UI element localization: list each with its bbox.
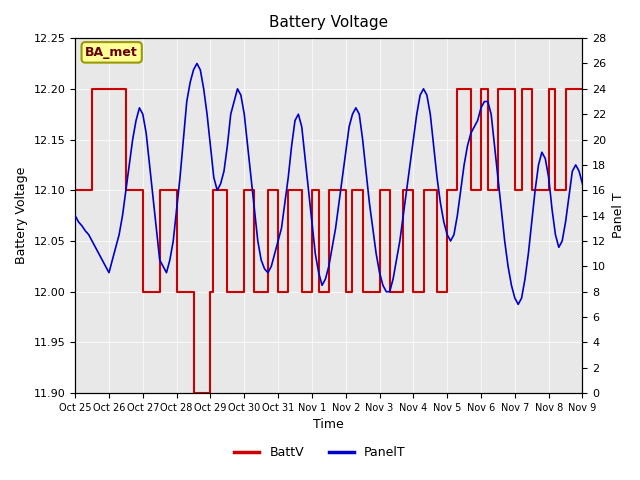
Text: BA_met: BA_met: [85, 46, 138, 59]
Title: Battery Voltage: Battery Voltage: [269, 15, 388, 30]
Y-axis label: Panel T: Panel T: [612, 193, 625, 239]
Y-axis label: Battery Voltage: Battery Voltage: [15, 167, 28, 264]
X-axis label: Time: Time: [314, 419, 344, 432]
Legend: BattV, PanelT: BattV, PanelT: [229, 441, 411, 464]
